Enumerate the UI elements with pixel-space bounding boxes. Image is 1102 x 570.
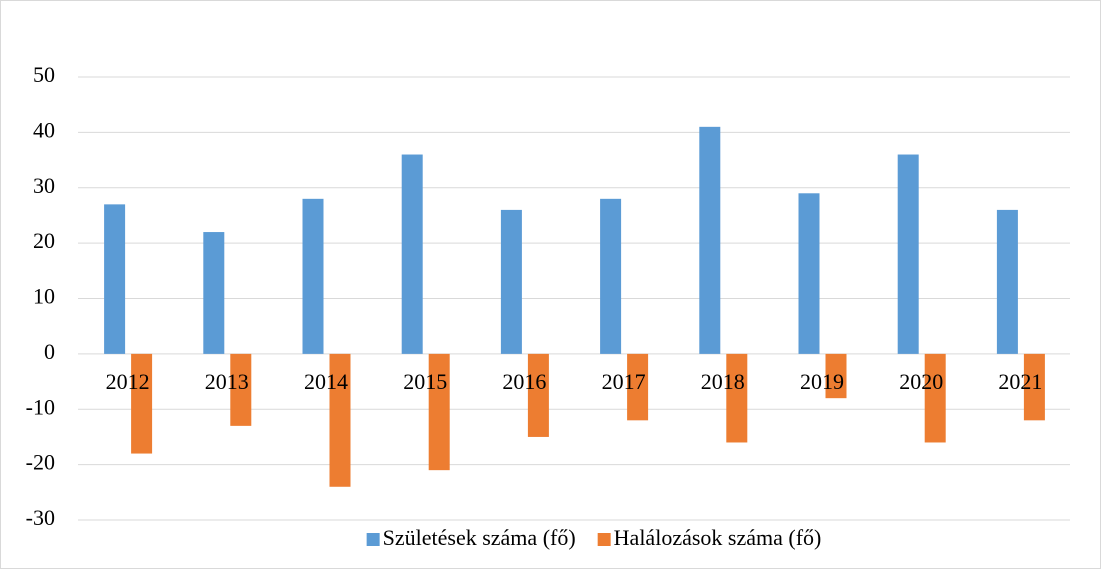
bar: [627, 353, 649, 421]
bar: [401, 154, 423, 354]
x-tick-label: 2021: [998, 369, 1042, 394]
x-tick-label: 2020: [899, 369, 943, 394]
y-tick-label: 0: [44, 339, 55, 364]
legend-swatch: [597, 533, 611, 546]
y-tick-label: -10: [26, 394, 55, 419]
legend-swatch: [366, 533, 380, 546]
y-tick-label: -30: [26, 505, 55, 530]
bar: [897, 154, 919, 354]
bar: [798, 193, 820, 354]
bar: [699, 126, 721, 354]
legend-label: Születések száma (fő): [383, 525, 576, 550]
bar: [726, 353, 748, 443]
y-tick-label: 30: [33, 173, 55, 198]
bar: [230, 353, 252, 426]
bar: [203, 232, 225, 354]
x-tick-label: 2019: [800, 369, 844, 394]
y-tick-label: -20: [26, 450, 55, 475]
x-tick-label: 2014: [304, 369, 348, 394]
legend-label: Halálozások száma (fő): [614, 525, 822, 550]
x-tick-label: 2018: [701, 369, 745, 394]
bar: [924, 353, 946, 443]
bar: [500, 209, 522, 354]
bar: [329, 353, 351, 487]
y-tick-label: 40: [33, 117, 55, 142]
bar: [428, 353, 450, 471]
bar: [302, 198, 324, 354]
x-tick-label: 2016: [502, 369, 546, 394]
bar: [600, 198, 622, 354]
y-tick-label: 10: [33, 284, 55, 309]
bar: [131, 353, 153, 454]
x-tick-label: 2012: [106, 369, 150, 394]
y-tick-label: 20: [33, 228, 55, 253]
x-tick-label: 2015: [403, 369, 447, 394]
bar: [1023, 353, 1045, 421]
bar: [527, 353, 549, 437]
y-tick-label: 50: [33, 62, 55, 87]
bar: [996, 209, 1018, 354]
bar: [825, 353, 847, 399]
x-tick-label: 2013: [205, 369, 249, 394]
bar: [104, 204, 126, 354]
x-tick-label: 2017: [602, 369, 646, 394]
